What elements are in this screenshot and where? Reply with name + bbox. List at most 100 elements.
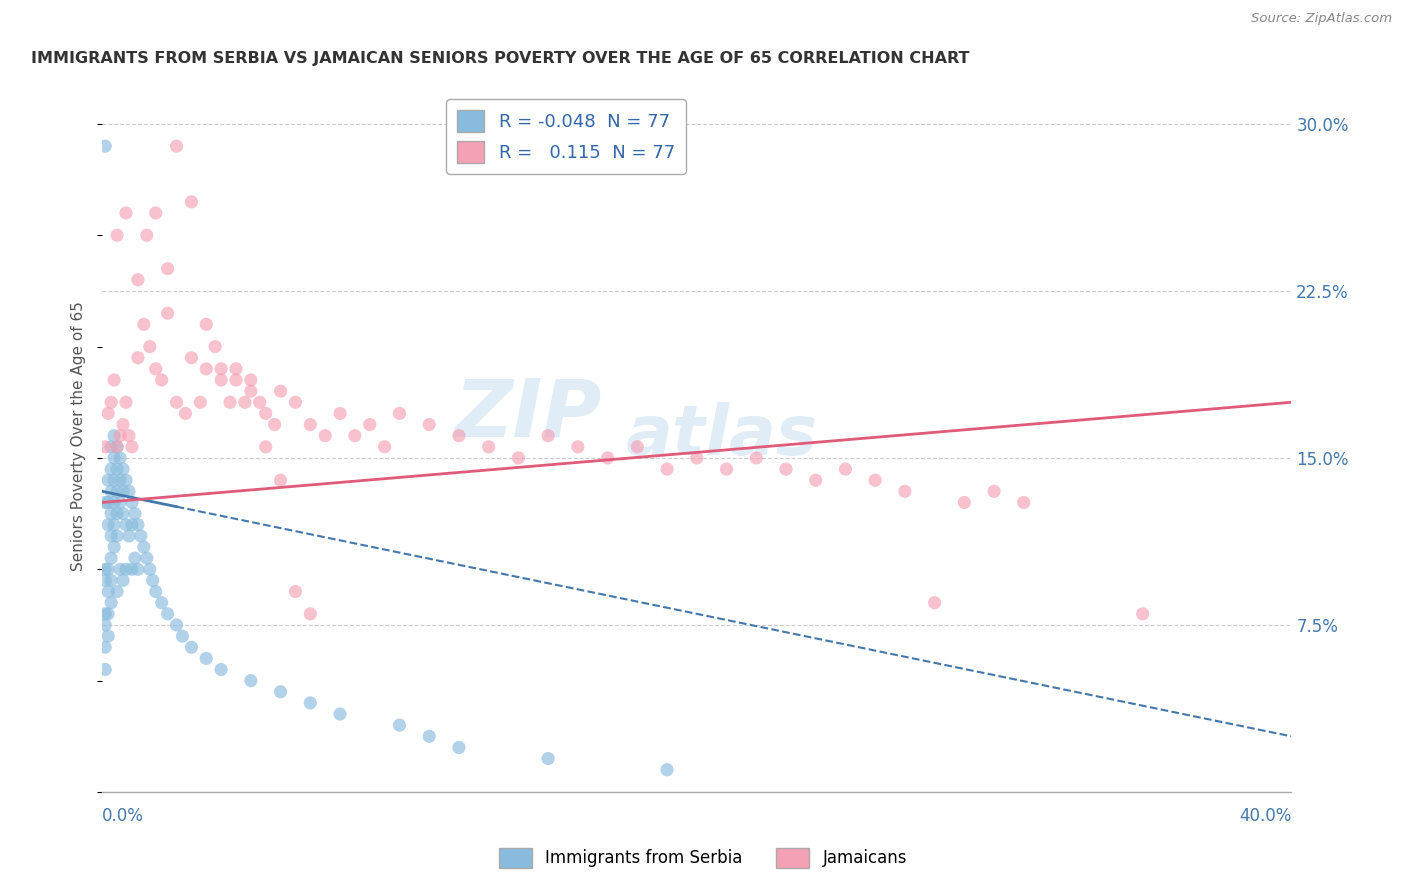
Point <box>108 473 131 487</box>
Point <box>209 373 232 387</box>
Point <box>100 507 122 521</box>
Point <box>103 473 125 487</box>
Point <box>655 763 678 777</box>
Point <box>1012 495 1035 509</box>
Point <box>188 395 211 409</box>
Point <box>121 517 143 532</box>
Point <box>254 440 277 454</box>
Point <box>209 663 232 677</box>
Point <box>108 450 131 465</box>
Point <box>284 395 307 409</box>
Point <box>108 562 131 576</box>
Text: ZIP: ZIP <box>454 376 602 453</box>
Text: Source: ZipAtlas.com: Source: ZipAtlas.com <box>1251 12 1392 25</box>
Point <box>129 529 152 543</box>
Point <box>100 440 122 454</box>
Point <box>118 484 141 499</box>
Point <box>447 740 470 755</box>
Point <box>156 607 179 621</box>
Point <box>418 417 440 432</box>
Point <box>139 340 162 354</box>
Point <box>94 440 117 454</box>
Point <box>314 428 336 442</box>
Point <box>329 406 352 420</box>
Point <box>100 395 122 409</box>
Point <box>150 373 173 387</box>
Point <box>172 629 194 643</box>
Point <box>127 562 149 576</box>
Point <box>111 462 134 476</box>
Point <box>103 450 125 465</box>
Point <box>239 384 262 398</box>
Legend: Immigrants from Serbia, Jamaicans: Immigrants from Serbia, Jamaicans <box>492 841 914 875</box>
Point <box>105 440 128 454</box>
Point <box>145 362 167 376</box>
Point <box>254 406 277 420</box>
Point <box>655 462 678 476</box>
Point <box>111 484 134 499</box>
Point <box>156 306 179 320</box>
Point <box>863 473 886 487</box>
Point <box>127 273 149 287</box>
Point <box>1132 607 1154 621</box>
Point <box>94 495 117 509</box>
Point <box>686 450 709 465</box>
Point <box>135 551 157 566</box>
Point <box>97 584 120 599</box>
Point <box>270 685 292 699</box>
Point <box>239 373 262 387</box>
Point <box>127 351 149 365</box>
Point <box>100 596 122 610</box>
Point <box>166 618 188 632</box>
Point <box>195 651 218 665</box>
Point <box>105 484 128 499</box>
Point <box>121 440 143 454</box>
Point <box>94 562 117 576</box>
Point <box>100 574 122 588</box>
Point <box>100 484 122 499</box>
Point <box>121 562 143 576</box>
Point <box>174 406 197 420</box>
Point <box>115 395 138 409</box>
Point <box>94 574 117 588</box>
Point <box>225 362 247 376</box>
Point <box>180 640 202 655</box>
Point <box>388 406 411 420</box>
Point <box>374 440 396 454</box>
Point <box>156 261 179 276</box>
Point <box>94 663 117 677</box>
Point <box>94 607 117 621</box>
Point <box>103 517 125 532</box>
Point <box>263 417 285 432</box>
Point <box>135 228 157 243</box>
Point <box>97 629 120 643</box>
Point <box>105 440 128 454</box>
Point <box>145 584 167 599</box>
Point <box>180 194 202 209</box>
Point <box>97 607 120 621</box>
Point <box>626 440 648 454</box>
Point <box>121 495 143 509</box>
Text: 0.0%: 0.0% <box>103 806 143 824</box>
Point <box>983 484 1005 499</box>
Point <box>343 428 366 442</box>
Point <box>100 462 122 476</box>
Point <box>596 450 619 465</box>
Point <box>103 428 125 442</box>
Point <box>145 206 167 220</box>
Point <box>105 584 128 599</box>
Point <box>745 450 768 465</box>
Point <box>115 206 138 220</box>
Point <box>447 428 470 442</box>
Point <box>97 517 120 532</box>
Point <box>105 507 128 521</box>
Point <box>124 551 146 566</box>
Point <box>94 618 117 632</box>
Point <box>567 440 589 454</box>
Point <box>233 395 256 409</box>
Point <box>894 484 917 499</box>
Point <box>299 696 322 710</box>
Point <box>100 529 122 543</box>
Point <box>270 384 292 398</box>
Point <box>142 574 165 588</box>
